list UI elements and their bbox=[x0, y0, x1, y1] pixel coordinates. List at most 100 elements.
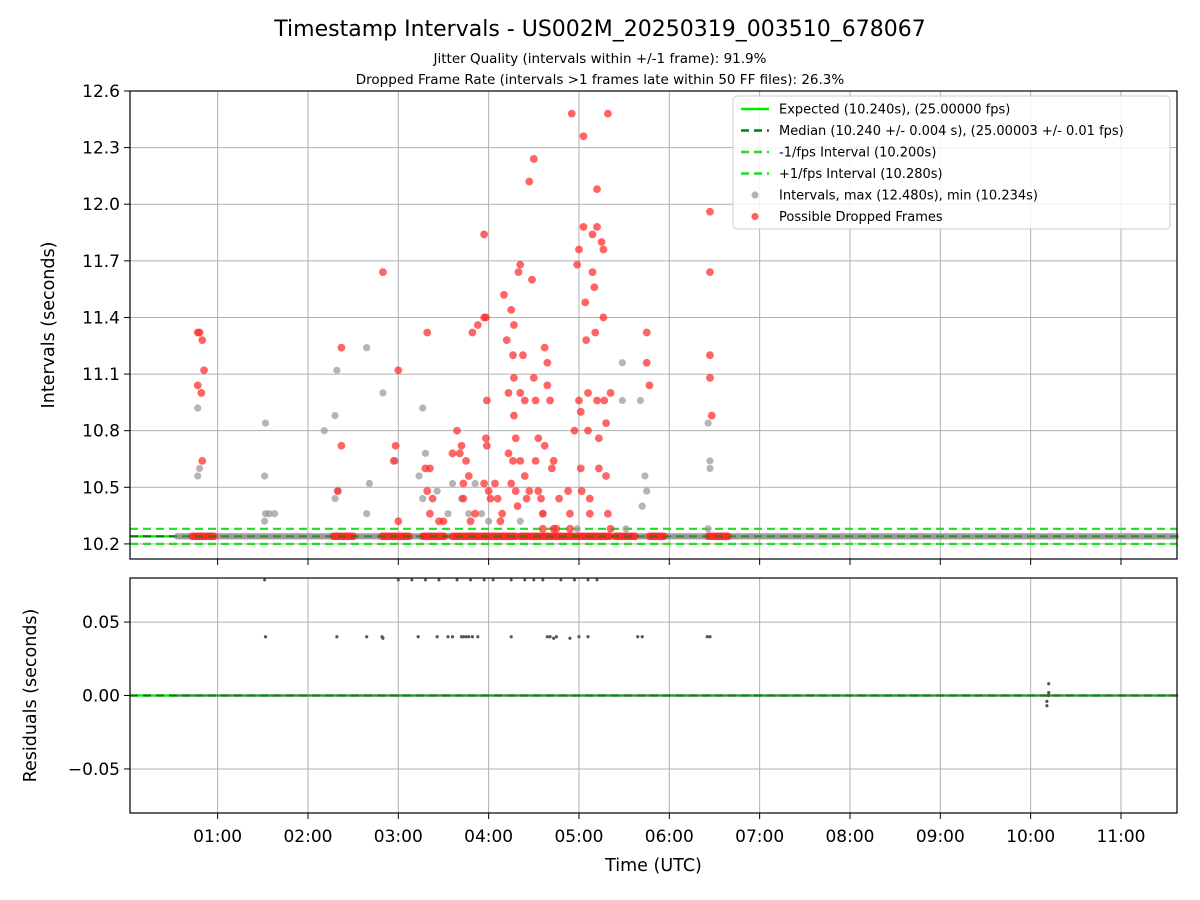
residual-baseline-point bbox=[324, 694, 328, 697]
interval-point bbox=[195, 464, 204, 473]
interval-point bbox=[444, 510, 452, 518]
residual-clipped-point bbox=[559, 578, 563, 582]
residual-baseline-point bbox=[790, 694, 794, 697]
residual-baseline-point bbox=[536, 694, 539, 697]
dropped-frame-point bbox=[520, 396, 529, 405]
dropped-frame-point bbox=[575, 396, 583, 405]
residual-baseline-point bbox=[251, 694, 255, 697]
dropped-frame-point bbox=[540, 343, 549, 352]
residual-point bbox=[554, 635, 558, 639]
residual-baseline-point bbox=[327, 694, 331, 697]
residual-baseline-point bbox=[571, 694, 574, 697]
dropped-frame-point bbox=[577, 487, 586, 495]
residual-clipped-point bbox=[572, 578, 576, 582]
residual-baseline-point bbox=[782, 694, 786, 697]
dropped-frame-point bbox=[516, 260, 525, 269]
dropped-frame-point bbox=[459, 479, 468, 488]
residual-baseline-point bbox=[186, 694, 190, 697]
x-tick-label: 06:00 bbox=[645, 827, 694, 847]
residual-baseline-point bbox=[1102, 694, 1106, 697]
residual-baseline-point bbox=[400, 694, 404, 697]
dropped-frame-point bbox=[606, 524, 615, 533]
dropped-frame-point bbox=[581, 298, 590, 307]
residual-baseline-point bbox=[533, 694, 537, 697]
residual-baseline-point bbox=[961, 694, 965, 697]
residual-baseline-point bbox=[1091, 694, 1095, 697]
dropped-frame-point bbox=[594, 464, 603, 473]
residual-baseline-point bbox=[663, 694, 667, 697]
legend-entry-label: Median (10.240 +/- 0.004 s), (25.00003 +… bbox=[779, 124, 1124, 139]
residual-baseline-point bbox=[958, 694, 962, 697]
residual-baseline-point bbox=[259, 694, 263, 697]
residual-baseline-point bbox=[189, 694, 192, 697]
residual-baseline-point bbox=[639, 694, 642, 697]
residual-baseline-point bbox=[208, 694, 211, 697]
residual-point bbox=[509, 635, 513, 639]
interval-point bbox=[415, 472, 423, 480]
dropped-frame-point bbox=[464, 472, 473, 480]
residual-baseline-point bbox=[660, 694, 664, 697]
legend-marker-swatch bbox=[751, 212, 759, 221]
residual-baseline-point bbox=[498, 694, 501, 697]
residual-baseline-point bbox=[503, 694, 507, 697]
residual-baseline-point bbox=[397, 694, 401, 697]
residual-baseline-point bbox=[579, 694, 583, 697]
residual-baseline-point bbox=[826, 694, 829, 697]
dropped-frame-point bbox=[540, 441, 549, 450]
residual-baseline-point bbox=[316, 694, 320, 697]
residual-baseline-point bbox=[967, 694, 970, 697]
residual-baseline-point bbox=[500, 694, 504, 697]
top-y-tick-label: 12.0 bbox=[82, 195, 120, 215]
legend-entry-label: -1/fps Interval (10.200s) bbox=[779, 146, 936, 161]
residual-baseline-point bbox=[392, 694, 396, 697]
dropped-frame-point bbox=[590, 283, 599, 292]
residual-clipped-point bbox=[482, 578, 486, 582]
residual-baseline-point bbox=[1110, 694, 1114, 697]
residual-baseline-point bbox=[484, 694, 488, 697]
residual-baseline-point bbox=[674, 694, 677, 697]
residual-baseline-point bbox=[788, 694, 791, 697]
residual-baseline-point bbox=[1126, 694, 1130, 697]
residual-baseline-point bbox=[948, 694, 951, 697]
residual-baseline-point bbox=[265, 694, 268, 697]
residual-baseline-point bbox=[934, 694, 938, 697]
dropped-frame-point bbox=[473, 321, 482, 329]
residual-baseline-point bbox=[761, 694, 764, 697]
residual-baseline-point bbox=[1075, 694, 1079, 697]
residual-baseline-point bbox=[221, 694, 225, 697]
residual-baseline-point bbox=[720, 694, 724, 697]
dropped-frame-point bbox=[337, 441, 346, 450]
dropped-frame-point bbox=[707, 411, 716, 420]
x-tick-label: 02:00 bbox=[283, 827, 332, 847]
residual-baseline-point bbox=[1148, 694, 1152, 697]
residual-baseline-point bbox=[419, 694, 423, 697]
residual-baseline-point bbox=[804, 694, 808, 697]
residual-baseline-point bbox=[668, 694, 672, 697]
residual-point bbox=[1047, 690, 1051, 695]
residual-baseline-point bbox=[931, 694, 935, 697]
residual-baseline-point bbox=[817, 694, 821, 697]
residual-baseline-point bbox=[687, 694, 691, 697]
residual-baseline-point bbox=[983, 694, 986, 697]
residual-baseline-point bbox=[725, 694, 729, 697]
residual-clipped-point bbox=[595, 578, 599, 582]
dropped-frame-point bbox=[493, 494, 502, 503]
bottom-y-axis-label: Residuals (seconds) bbox=[21, 609, 41, 783]
residual-baseline-point bbox=[739, 694, 742, 697]
residual-baseline-point bbox=[1070, 694, 1073, 697]
residual-baseline-point bbox=[346, 694, 350, 697]
residual-point bbox=[640, 635, 644, 639]
residual-baseline-point bbox=[519, 694, 523, 697]
residual-baseline-point bbox=[297, 694, 301, 697]
residual-baseline-point bbox=[1135, 694, 1138, 697]
residual-baseline-point bbox=[365, 694, 368, 697]
dropped-frame-point bbox=[525, 177, 534, 186]
dropped-frame-point bbox=[457, 441, 466, 450]
residual-baseline-point bbox=[335, 694, 339, 697]
residual-baseline-point bbox=[1037, 694, 1041, 697]
dropped-frame-point bbox=[379, 268, 387, 277]
top-y-tick-label: 11.7 bbox=[82, 252, 120, 272]
interval-point bbox=[618, 359, 626, 367]
residual-baseline-point bbox=[357, 694, 360, 697]
residual-baseline-point bbox=[438, 694, 442, 697]
